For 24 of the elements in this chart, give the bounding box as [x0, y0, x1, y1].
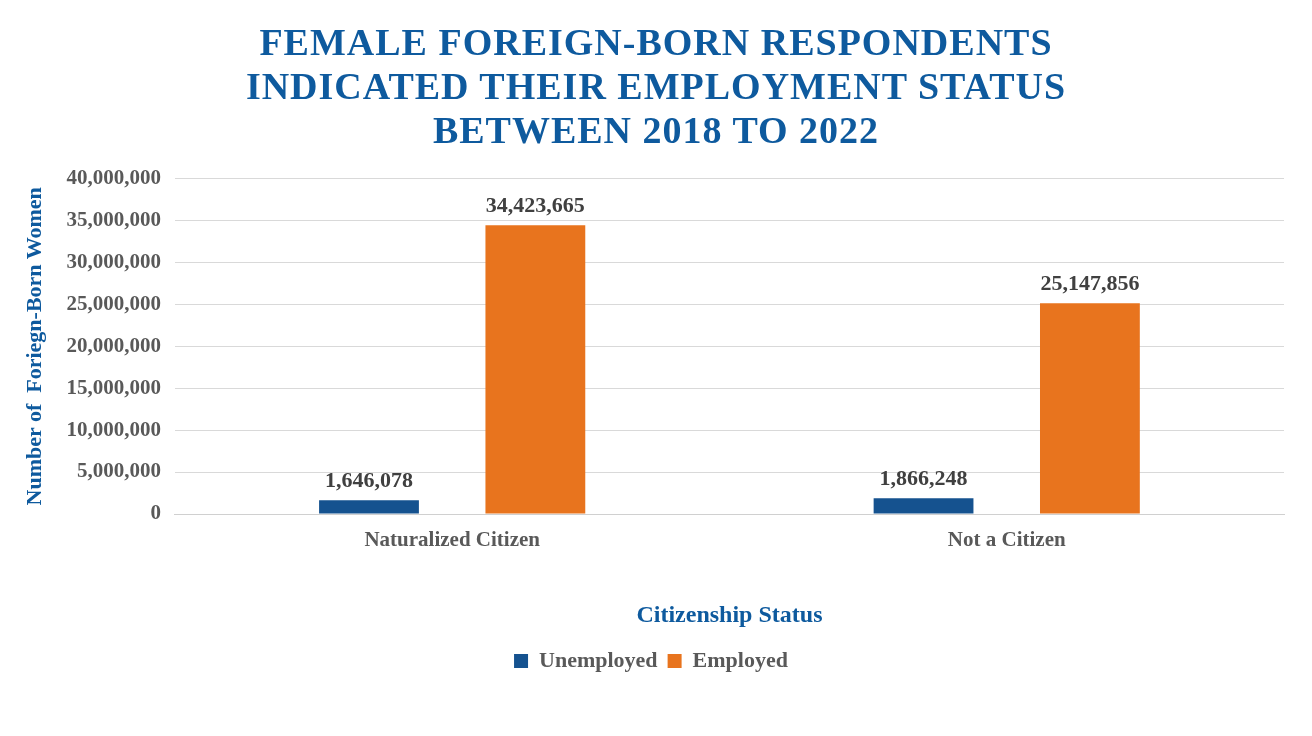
y-tick-label: 5,000,000 — [76, 458, 161, 483]
y-tick-label: 35,000,000 — [66, 206, 161, 231]
legend-label: Employed — [692, 646, 788, 672]
x-tick-label: Not a Citizen — [947, 527, 1066, 552]
y-tick-label: 15,000,000 — [66, 374, 161, 399]
legend-label: Unemployed — [539, 646, 658, 672]
y-axis-title: Number of Foriegn-Born Women — [20, 187, 46, 506]
data-label: 1,866,248 — [879, 465, 968, 491]
x-axis-title: Citizenship Status — [636, 600, 823, 627]
data-label: 25,147,856 — [1040, 269, 1140, 295]
x-tick-label: Naturalized Citizen — [364, 527, 541, 552]
bar — [319, 500, 419, 514]
y-tick-label: 0 — [150, 500, 161, 525]
chart-title: FEMALE FOREIGN-BORN RESPONDENTS INDICATED THEIR EMPLOYMENT STATUS BETWEEN 2018 TO 2022 — [244, 20, 1068, 152]
y-tick-label: 40,000,000 — [66, 165, 161, 190]
bar — [1040, 303, 1140, 514]
y-tick-label: 20,000,000 — [66, 332, 161, 357]
bar — [485, 225, 586, 514]
y-tick-label: 30,000,000 — [66, 248, 161, 273]
data-label: 34,423,665 — [485, 192, 585, 218]
data-label: 1,646,078 — [324, 466, 413, 492]
y-tick-label: 25,000,000 — [66, 290, 161, 315]
y-tick-label: 10,000,000 — [66, 416, 161, 441]
bar — [873, 498, 974, 514]
